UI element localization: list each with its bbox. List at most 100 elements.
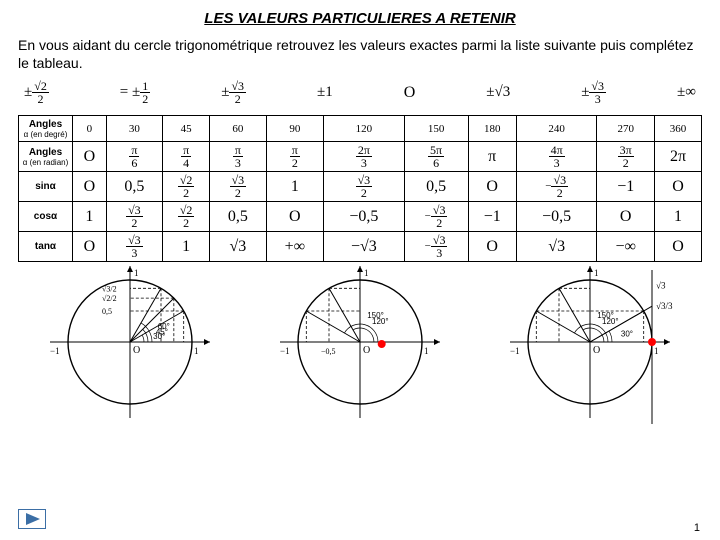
- table-cell: 1: [73, 202, 107, 232]
- svg-text:O: O: [133, 345, 140, 356]
- table-cell: π2: [266, 142, 324, 172]
- next-page-icon[interactable]: [18, 509, 46, 534]
- table-cell: 2π3: [324, 142, 405, 172]
- svg-text:√2/2: √2/2: [102, 294, 117, 303]
- table-cell: 0,5: [404, 172, 468, 202]
- table-cell: √22: [163, 172, 210, 202]
- row-header: Anglesα (en radian): [19, 142, 73, 172]
- svg-text:30°: 30°: [621, 330, 633, 339]
- candidate-value: ±√3: [486, 84, 510, 101]
- svg-text:−0,5: −0,5: [321, 347, 336, 356]
- candidate-value: ±∞: [677, 84, 696, 101]
- table-cell: 5π6: [404, 142, 468, 172]
- row-header: Anglesα (en degré): [19, 116, 73, 142]
- table-cell: √22: [163, 202, 210, 232]
- svg-text:√3: √3: [656, 280, 666, 290]
- table-cell: 45: [163, 116, 210, 142]
- svg-text:60°: 60°: [158, 322, 170, 331]
- svg-text:O: O: [363, 345, 370, 356]
- table-cell: −1: [468, 202, 516, 232]
- values-table: Anglesα (en degré)0304560901201501802402…: [18, 115, 702, 262]
- table-cell: −√32: [404, 202, 468, 232]
- row-header: cosα: [19, 202, 73, 232]
- table-cell: 120: [324, 116, 405, 142]
- table-cell: 0,5: [106, 172, 162, 202]
- svg-text:1: 1: [364, 268, 369, 278]
- intro-text: En vous aidant du cercle trigonométrique…: [18, 37, 702, 72]
- table-cell: √32: [210, 172, 266, 202]
- table-cell: √32: [106, 202, 162, 232]
- svg-text:150°: 150°: [597, 311, 614, 320]
- table-cell: −1: [597, 172, 655, 202]
- table-cell: 150: [404, 116, 468, 142]
- table-cell: 3π2: [597, 142, 655, 172]
- table-cell: π6: [106, 142, 162, 172]
- table-cell: −√3: [324, 232, 405, 262]
- table-cell: 0: [73, 116, 107, 142]
- candidate-value: = ±12: [120, 80, 150, 105]
- table-cell: −√33: [404, 232, 468, 262]
- svg-text:−1: −1: [50, 346, 60, 356]
- table-cell: 270: [597, 116, 655, 142]
- table-cell: 0,5: [210, 202, 266, 232]
- unit-circle: −111O120°150°30°√3√3/3: [480, 266, 700, 426]
- table-cell: 1: [163, 232, 210, 262]
- svg-text:0,5: 0,5: [102, 307, 112, 316]
- svg-text:1: 1: [424, 346, 429, 356]
- table-cell: 4π3: [516, 142, 597, 172]
- unit-circle: −111O120°150°−0,5: [250, 266, 470, 426]
- table-cell: O: [468, 172, 516, 202]
- table-cell: π3: [210, 142, 266, 172]
- svg-text:√3/2: √3/2: [102, 284, 117, 293]
- svg-text:−1: −1: [510, 346, 520, 356]
- table-cell: √3: [210, 232, 266, 262]
- svg-text:1: 1: [594, 268, 599, 278]
- table-cell: √33: [106, 232, 162, 262]
- table-cell: O: [266, 202, 324, 232]
- table-cell: 180: [468, 116, 516, 142]
- table-cell: O: [654, 172, 701, 202]
- candidate-value: ±√32: [221, 80, 246, 105]
- table-cell: O: [73, 232, 107, 262]
- svg-text:1: 1: [134, 268, 139, 278]
- table-cell: O: [73, 172, 107, 202]
- table-cell: 2π: [654, 142, 701, 172]
- table-cell: 60: [210, 116, 266, 142]
- candidate-value: ±√22: [24, 80, 49, 105]
- row-header: sinα: [19, 172, 73, 202]
- table-cell: −0,5: [324, 202, 405, 232]
- unit-circles-row: −111O30°45°60°0,5√2/2√3/2−111O120°150°−0…: [18, 266, 702, 426]
- svg-text:−1: −1: [280, 346, 290, 356]
- candidate-values-row: ±√22 = ±12 ±√32 ±1 O ±√3 ±√33 ±∞: [18, 80, 702, 111]
- table-cell: −∞: [597, 232, 655, 262]
- table-cell: 360: [654, 116, 701, 142]
- candidate-value: ±1: [317, 84, 333, 101]
- table-cell: −√32: [516, 172, 597, 202]
- candidate-value: ±√33: [581, 80, 606, 105]
- table-cell: O: [654, 232, 701, 262]
- table-cell: 90: [266, 116, 324, 142]
- page-number: 1: [694, 522, 700, 534]
- row-header: tanα: [19, 232, 73, 262]
- svg-text:O: O: [593, 345, 600, 356]
- svg-text:√3/3: √3/3: [656, 301, 673, 311]
- candidate-value: O: [404, 84, 416, 102]
- table-cell: 1: [654, 202, 701, 232]
- table-cell: √3: [516, 232, 597, 262]
- svg-text:150°: 150°: [367, 311, 384, 320]
- svg-text:1: 1: [654, 346, 659, 356]
- table-cell: −0,5: [516, 202, 597, 232]
- svg-text:1: 1: [194, 346, 199, 356]
- table-cell: O: [597, 202, 655, 232]
- table-cell: 1: [266, 172, 324, 202]
- table-cell: √32: [324, 172, 405, 202]
- table-cell: π: [468, 142, 516, 172]
- table-cell: 30: [106, 116, 162, 142]
- table-cell: O: [468, 232, 516, 262]
- table-cell: +∞: [266, 232, 324, 262]
- table-cell: 240: [516, 116, 597, 142]
- unit-circle: −111O30°45°60°0,5√2/2√3/2: [20, 266, 240, 426]
- page-title: LES VALEURS PARTICULIERES A RETENIR: [18, 10, 702, 27]
- table-cell: π4: [163, 142, 210, 172]
- table-cell: O: [73, 142, 107, 172]
